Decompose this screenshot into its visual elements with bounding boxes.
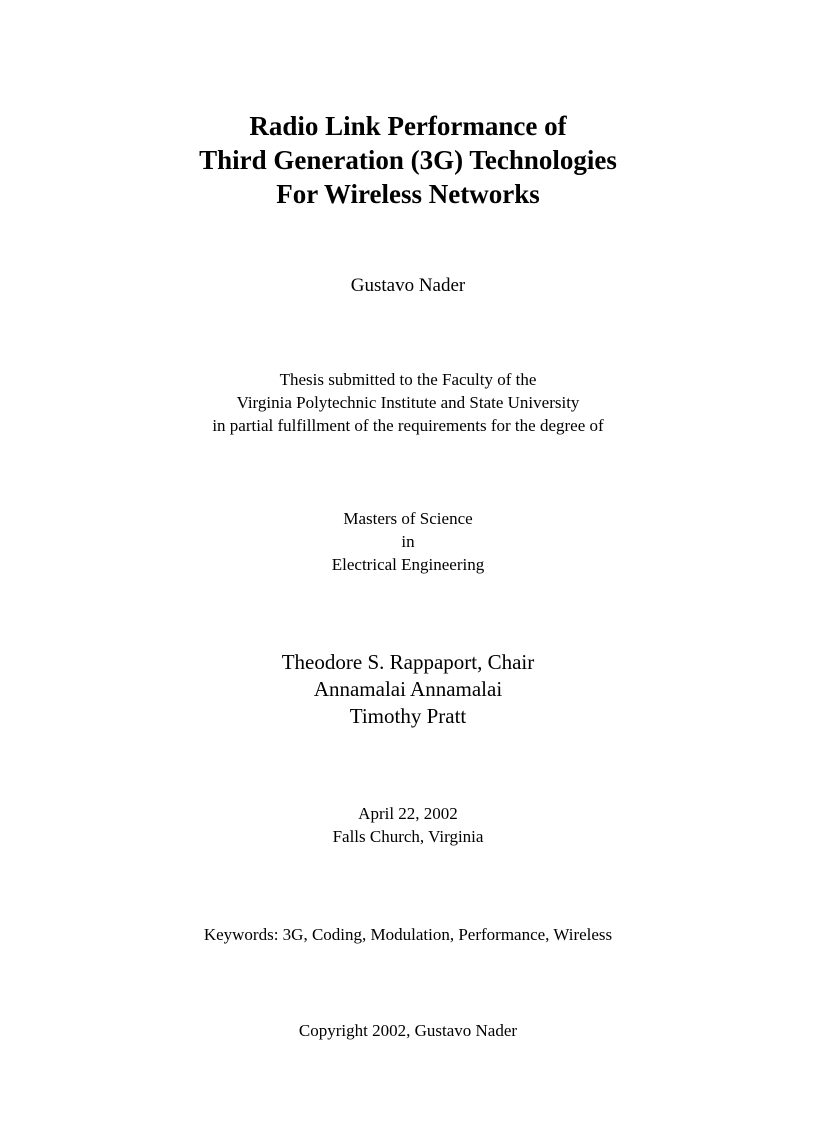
submission-line-1: Thesis submitted to the Faculty of the <box>0 369 816 392</box>
title-line-2: Third Generation (3G) Technologies <box>0 144 816 178</box>
degree-block: Masters of Science in Electrical Enginee… <box>0 508 816 577</box>
submission-line-2: Virginia Polytechnic Institute and State… <box>0 392 816 415</box>
committee-member-1: Annamalai Annamalai <box>0 676 816 703</box>
submission-statement: Thesis submitted to the Faculty of the V… <box>0 369 816 438</box>
committee-member-2: Timothy Pratt <box>0 703 816 730</box>
committee-chair: Theodore S. Rappaport, Chair <box>0 649 816 676</box>
title-line-3: For Wireless Networks <box>0 178 816 212</box>
date-location-block: April 22, 2002 Falls Church, Virginia <box>0 803 816 849</box>
degree-line-3: Electrical Engineering <box>0 554 816 577</box>
defense-location: Falls Church, Virginia <box>0 826 816 849</box>
title-line-1: Radio Link Performance of <box>0 110 816 144</box>
title-page: Radio Link Performance of Third Generati… <box>0 110 816 1041</box>
submission-line-3: in partial fulfillment of the requiremen… <box>0 415 816 438</box>
degree-line-1: Masters of Science <box>0 508 816 531</box>
keywords-line: Keywords: 3G, Coding, Modulation, Perfor… <box>0 925 816 945</box>
defense-date: April 22, 2002 <box>0 803 816 826</box>
document-title: Radio Link Performance of Third Generati… <box>0 110 816 211</box>
copyright-line: Copyright 2002, Gustavo Nader <box>0 1021 816 1041</box>
degree-line-2: in <box>0 531 816 554</box>
committee-block: Theodore S. Rappaport, Chair Annamalai A… <box>0 649 816 731</box>
author-name: Gustavo Nader <box>0 275 816 297</box>
